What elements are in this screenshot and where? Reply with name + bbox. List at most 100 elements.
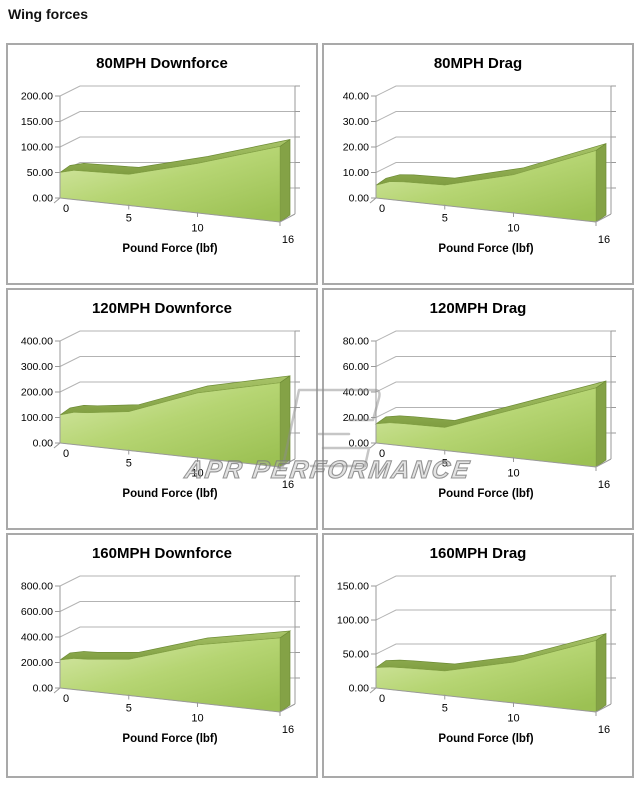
svg-text:600.00: 600.00 — [21, 606, 53, 618]
x-tick-labels: 0 5 10 16 — [63, 203, 294, 246]
svg-text:0.00: 0.00 — [349, 438, 370, 450]
svg-text:10: 10 — [191, 712, 203, 724]
axes — [369, 85, 616, 226]
svg-text:400.00: 400.00 — [21, 336, 53, 348]
area-series — [59, 138, 291, 223]
svg-text:10: 10 — [507, 467, 519, 479]
svg-text:200.00: 200.00 — [21, 657, 53, 669]
svg-text:10: 10 — [507, 222, 519, 234]
svg-text:10: 10 — [191, 467, 203, 479]
svg-text:5: 5 — [126, 213, 132, 225]
svg-text:20.00: 20.00 — [343, 412, 369, 424]
area-chart-160mph-drag: 0.00 50.00 100.00 150.00 0 5 10 16 Pound Force (… — [337, 575, 616, 745]
chart-title-80mph-drag: 80MPH Drag — [433, 55, 523, 72]
chart-panel-120mph-drag: 120MPH Drag 0.00 20.00 40.00 60.00 80.00 0 5 10… — [322, 288, 634, 530]
svg-text:16: 16 — [598, 479, 610, 491]
y-tick-labels: 0.00 20.00 40.00 60.00 80.00 — [343, 336, 369, 450]
svg-text:10: 10 — [507, 712, 519, 724]
x-tick-labels: 0 5 10 16 — [63, 693, 294, 736]
y-tick-labels: 0.00 50.00 100.00 150.00 — [337, 581, 369, 695]
svg-text:5: 5 — [442, 703, 448, 715]
svg-text:100.00: 100.00 — [21, 412, 53, 424]
y-tick-labels: 0.00 10.00 20.00 30.00 40.00 — [343, 91, 369, 205]
area-series — [59, 375, 291, 468]
chart-panel-160mph-downforce: 160MPH Downforce 0.00 200.00 400.00 600.00 8… — [6, 533, 318, 778]
svg-text:200.00: 200.00 — [21, 387, 53, 399]
svg-text:0: 0 — [63, 448, 69, 460]
chart-title-160mph-drag: 160MPH Drag — [429, 545, 527, 562]
svg-text:50.00: 50.00 — [27, 167, 53, 179]
area-chart-160mph-downforce: 0.00 200.00 400.00 600.00 800.00 0 5 10 16 Pound … — [21, 575, 300, 745]
svg-text:0: 0 — [63, 693, 69, 705]
svg-text:0.00: 0.00 — [33, 438, 54, 450]
page-title: Wing forces — [8, 6, 88, 22]
area-chart-80mph-drag: 0.00 10.00 20.00 30.00 40.00 0 5 10 16 Pound Forc… — [343, 85, 616, 255]
svg-text:0.00: 0.00 — [33, 683, 54, 695]
area-series — [374, 632, 607, 713]
chart-title-80mph-downforce: 80MPH Downforce — [96, 55, 228, 72]
svg-text:16: 16 — [598, 234, 610, 246]
svg-text:0.00: 0.00 — [33, 193, 54, 205]
axes — [53, 575, 300, 716]
svg-text:0.00: 0.00 — [349, 683, 370, 695]
svg-text:16: 16 — [282, 724, 294, 736]
chart-panel-160mph-drag: 160MPH Drag 0.00 50.00 100.00 150.00 0 5 10 16 P… — [322, 533, 634, 778]
area-chart-80mph-downforce: 0.00 50.00 100.00 150.00 200.00 0 5 10 16 Pound F… — [21, 85, 300, 255]
svg-text:16: 16 — [598, 724, 610, 736]
svg-text:40.00: 40.00 — [343, 91, 369, 103]
svg-text:60.00: 60.00 — [343, 361, 369, 373]
svg-text:80.00: 80.00 — [343, 336, 369, 348]
chart-panel-80mph-drag: 80MPH Drag 0.00 10.00 20.00 30.00 40.00 0 5 10 1… — [322, 43, 634, 285]
svg-text:150.00: 150.00 — [337, 581, 369, 593]
chart-title-160mph-downforce: 160MPH Downforce — [91, 545, 233, 562]
svg-text:0.00: 0.00 — [349, 193, 370, 205]
chart-title-120mph-drag: 120MPH Drag — [429, 300, 527, 317]
svg-text:0: 0 — [63, 203, 69, 215]
area-chart-120mph-downforce: 0.00 100.00 200.00 300.00 400.00 0 5 10 16 Pound … — [21, 330, 300, 500]
axes — [53, 85, 300, 226]
svg-text:16: 16 — [282, 234, 294, 246]
svg-text:0: 0 — [379, 203, 385, 215]
charts-grid: 80MPH Downforce 0.00 50.00 100.00 150.00 200… — [6, 43, 640, 778]
svg-text:100.00: 100.00 — [21, 142, 53, 154]
x-tick-labels: 0 5 10 16 — [379, 203, 610, 246]
x-axis-title: Pound Force (lbf) — [438, 488, 533, 500]
svg-text:300.00: 300.00 — [21, 361, 53, 373]
svg-text:5: 5 — [126, 703, 132, 715]
svg-text:5: 5 — [126, 458, 132, 470]
chart-panel-120mph-downforce: 120MPH Downforce 0.00 100.00 200.00 300.00 4… — [6, 288, 318, 530]
x-tick-labels: 0 5 10 16 — [379, 448, 610, 491]
x-axis-title: Pound Force (lbf) — [122, 733, 217, 745]
svg-text:50.00: 50.00 — [343, 649, 369, 661]
x-axis-title: Pound Force (lbf) — [438, 243, 533, 255]
y-tick-labels: 0.00 100.00 200.00 300.00 400.00 — [21, 336, 53, 450]
svg-text:800.00: 800.00 — [21, 581, 53, 593]
area-series — [374, 380, 607, 468]
svg-text:150.00: 150.00 — [21, 116, 53, 128]
svg-text:30.00: 30.00 — [343, 116, 369, 128]
svg-text:20.00: 20.00 — [343, 142, 369, 154]
svg-text:10.00: 10.00 — [343, 167, 369, 179]
y-tick-labels: 0.00 200.00 400.00 600.00 800.00 — [21, 581, 53, 695]
svg-text:100.00: 100.00 — [337, 615, 369, 627]
x-axis-title: Pound Force (lbf) — [438, 733, 533, 745]
svg-text:400.00: 400.00 — [21, 632, 53, 644]
x-axis-title: Pound Force (lbf) — [122, 488, 217, 500]
area-chart-120mph-drag: 0.00 20.00 40.00 60.00 80.00 0 5 10 16 Pound Forc… — [343, 330, 616, 500]
x-axis-title: Pound Force (lbf) — [122, 243, 217, 255]
svg-text:0: 0 — [379, 448, 385, 460]
svg-text:5: 5 — [442, 458, 448, 470]
chart-title-120mph-downforce: 120MPH Downforce — [91, 300, 233, 317]
area-series — [59, 630, 292, 713]
x-tick-labels: 0 5 10 16 — [63, 448, 294, 491]
axes — [369, 575, 616, 716]
svg-text:10: 10 — [191, 222, 203, 234]
svg-text:16: 16 — [282, 479, 294, 491]
svg-text:0: 0 — [379, 693, 385, 705]
chart-panel-80mph-downforce: 80MPH Downforce 0.00 50.00 100.00 150.00 200… — [6, 43, 318, 285]
y-tick-labels: 0.00 50.00 100.00 150.00 200.00 — [21, 91, 53, 205]
x-tick-labels: 0 5 10 16 — [379, 693, 610, 736]
svg-text:5: 5 — [442, 213, 448, 225]
area-series — [375, 142, 607, 223]
svg-text:40.00: 40.00 — [343, 387, 369, 399]
